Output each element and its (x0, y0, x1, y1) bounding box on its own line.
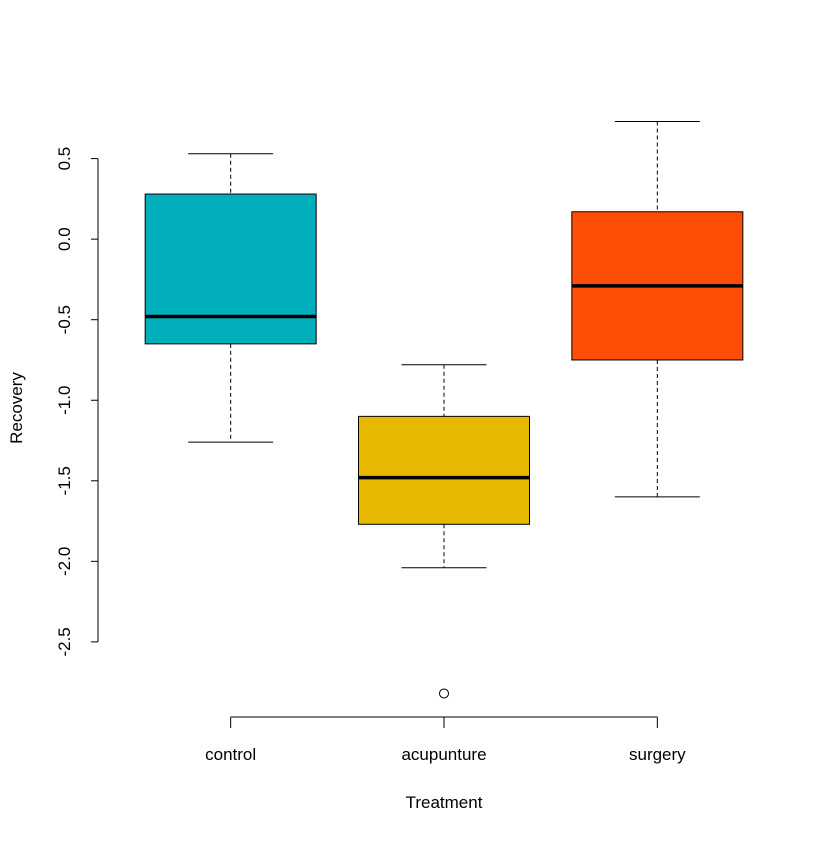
x-tick-label: acupunture (401, 745, 486, 764)
y-tick-label: 0.5 (55, 147, 74, 171)
x-tick-label: control (205, 745, 256, 764)
box (358, 415, 530, 525)
y-tick-label: -2.5 (55, 627, 74, 656)
y-tick-label: 0.0 (55, 227, 74, 251)
x-tick-label: surgery (629, 745, 686, 764)
y-tick-label: -1.5 (55, 466, 74, 495)
outlier (439, 688, 449, 699)
y-tick-label: -2.0 (55, 547, 74, 576)
y-tick-label: -0.5 (55, 305, 74, 334)
y-axis-title: Recovery (7, 372, 26, 444)
x-axis-title: Treatment (406, 793, 483, 812)
box (144, 193, 317, 345)
y-tick-label: -1.0 (55, 386, 74, 415)
